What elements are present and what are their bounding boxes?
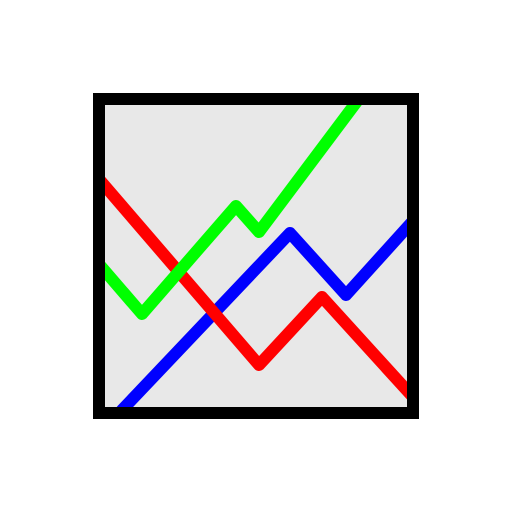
- blue-line: [116, 217, 408, 408]
- line-series-group: [104, 104, 408, 408]
- chart-frame: [93, 93, 419, 419]
- green-line: [104, 104, 363, 320]
